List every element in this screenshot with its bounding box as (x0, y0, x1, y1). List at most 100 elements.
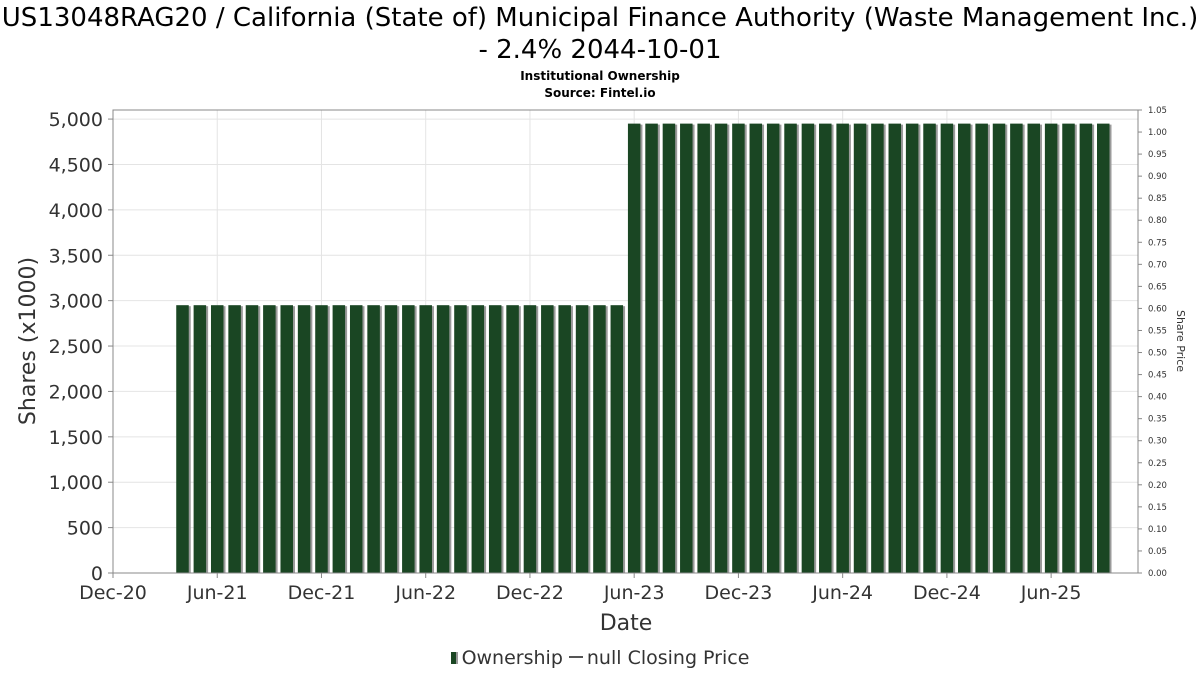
bar (819, 123, 832, 573)
bar (871, 123, 884, 573)
bar (923, 123, 936, 573)
bar (680, 123, 693, 573)
x-tick-label: Jun-24 (811, 582, 873, 604)
bar (888, 123, 902, 573)
y2-tick-label: 0.75 (1148, 238, 1167, 248)
bar (714, 123, 728, 573)
bar (627, 123, 641, 573)
plot-frame (112, 109, 1139, 574)
bar (905, 123, 919, 573)
bar (1010, 123, 1023, 573)
bar (245, 305, 259, 573)
y2-tick-label: 0.65 (1148, 282, 1167, 292)
bar (766, 123, 780, 573)
y2-tick-label: 0.40 (1148, 393, 1167, 403)
legend: Ownership null Closing Price (0, 647, 1200, 669)
x-axis-ticks: Dec-20 Jun-21 Dec-21 Jun-22 Dec-22 Jun-23 Dec-… (79, 573, 1082, 604)
bar (384, 305, 398, 573)
bar (958, 123, 971, 573)
bar (732, 123, 745, 573)
bar (367, 305, 380, 573)
bar (193, 305, 207, 573)
y2-tick-label: 0.20 (1148, 481, 1167, 491)
y2-tick-label: 0.60 (1148, 304, 1167, 314)
bar (697, 123, 710, 573)
bar (506, 305, 519, 573)
y2-tick-label: 0.30 (1148, 437, 1167, 447)
y-tick-label: 2,000 (49, 381, 103, 403)
bar (210, 305, 224, 573)
bar (1044, 123, 1058, 573)
y-tick-label: 1,500 (49, 427, 103, 449)
bar (593, 305, 606, 573)
y2-tick-label: 1.00 (1148, 128, 1167, 138)
y2-tick-label: 0.55 (1148, 326, 1167, 336)
bar (784, 123, 797, 573)
y-tick-label: 3,500 (49, 245, 103, 267)
bar (749, 123, 763, 573)
bar (645, 123, 658, 573)
bar (836, 123, 849, 573)
y2-tick-label: 0.25 (1148, 459, 1167, 469)
y2-tick-label: 0.00 (1148, 569, 1167, 579)
bar (297, 305, 311, 573)
y2-tick-label: 0.70 (1148, 260, 1167, 270)
y-tick-label: 2,500 (49, 336, 103, 358)
y-tick-label: 1,000 (49, 472, 103, 494)
bar (1097, 123, 1110, 573)
x-tick-label: Dec-22 (496, 582, 564, 604)
bar (801, 123, 815, 573)
legend-price-swatch (568, 656, 583, 658)
bar (975, 123, 988, 573)
bar (575, 305, 589, 573)
bar (1079, 123, 1093, 573)
y2-tick-label: 0.05 (1148, 547, 1167, 557)
bar (402, 305, 415, 573)
bar (349, 305, 363, 573)
bar (992, 123, 1006, 573)
bar (1062, 123, 1075, 573)
bar (610, 305, 624, 573)
y2-tick-label: 0.45 (1148, 371, 1167, 381)
y2-tick-label: 0.15 (1148, 503, 1167, 513)
y2-tick-label: 0.80 (1148, 216, 1167, 226)
y2-axis-ticks: 0.00 0.05 0.10 0.15 0.20 0.25 0.30 0.35 0.40 0.45… (1138, 106, 1167, 579)
y-tick-label: 500 (67, 518, 103, 540)
y2-tick-label: 0.95 (1148, 150, 1167, 160)
y-tick-label: 4,000 (49, 200, 103, 222)
bar (176, 305, 189, 573)
x-tick-label: Jun-21 (186, 582, 248, 604)
chart-title: US13048RAG20 / California (State of) Mun… (1, 3, 1199, 65)
legend-ownership-label: Ownership (461, 647, 563, 669)
chart-subtitle-2: Source: Fintel.io (544, 86, 656, 100)
bar (471, 305, 485, 573)
bars (176, 123, 1112, 573)
bar (558, 305, 571, 573)
x-tick-label: Jun-22 (394, 582, 456, 604)
y2-tick-label: 0.90 (1148, 172, 1167, 182)
x-tick-label: Dec-20 (79, 582, 147, 604)
bar (315, 305, 328, 573)
bar (853, 123, 867, 573)
bar (541, 305, 554, 573)
y2-axis-label: Share Price (1174, 310, 1187, 372)
x-tick-label: Jun-23 (603, 582, 665, 604)
x-axis-label: Date (600, 611, 653, 636)
bar (263, 305, 276, 573)
bar (436, 305, 450, 573)
y-tick-label: 5,000 (49, 109, 103, 131)
bar (419, 305, 432, 573)
y2-tick-label: 0.35 (1148, 415, 1167, 425)
y-tick-label: 3,000 (49, 291, 103, 313)
x-tick-label: Dec-23 (705, 582, 773, 604)
y2-tick-label: 0.10 (1148, 525, 1167, 535)
bar (228, 305, 241, 573)
y-tick-label: 0 (91, 563, 103, 585)
x-tick-label: Dec-21 (288, 582, 356, 604)
y-axis-label: Shares (x1000) (16, 257, 41, 425)
bar (454, 305, 467, 573)
bar (1027, 123, 1041, 573)
y2-tick-label: 0.50 (1148, 349, 1167, 359)
x-tick-label: Jun-25 (1020, 582, 1082, 604)
